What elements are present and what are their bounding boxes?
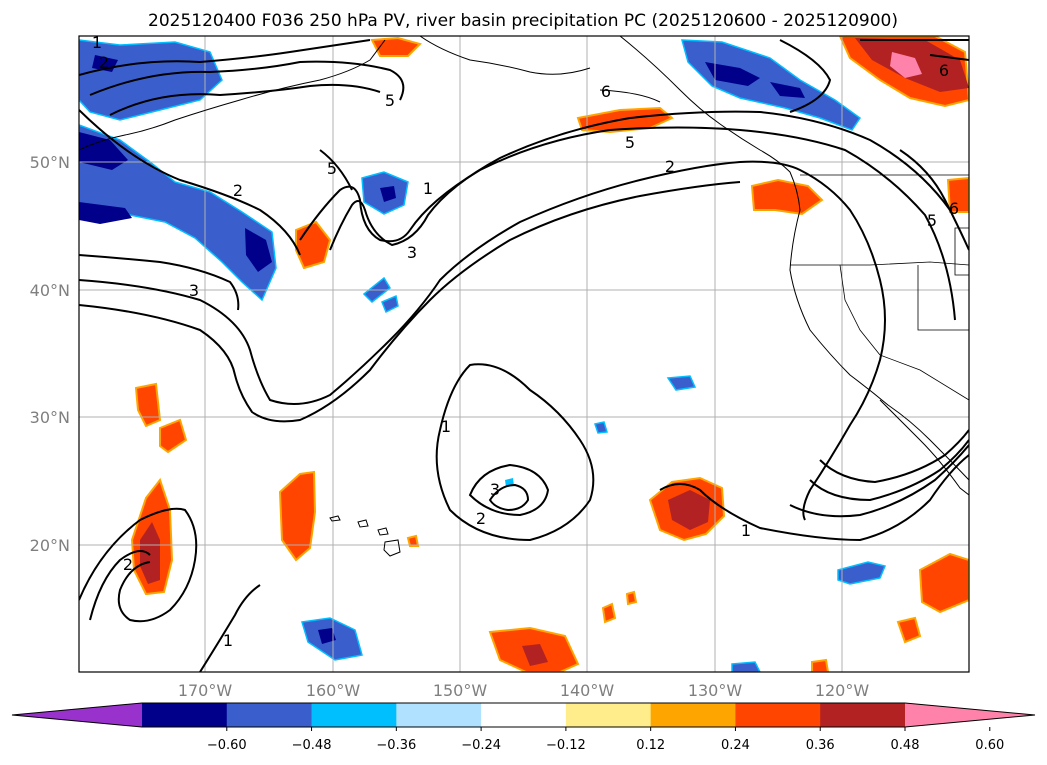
colorbar-segment xyxy=(142,703,228,727)
contour-label: 6 xyxy=(949,199,959,218)
lat-label-30n: 30°N xyxy=(30,408,70,427)
contour-label: 2 xyxy=(99,53,109,72)
contour-label: 6 xyxy=(601,82,611,101)
colorbar: −0.60 −0.48 −0.36 −0.24 −0.12 0.12 0.24 0.36 0.4… xyxy=(11,702,1036,753)
contour-label: 3 xyxy=(490,480,500,499)
contour-label: 3 xyxy=(407,243,417,262)
lon-label-160w: 160°W xyxy=(306,681,361,700)
contour-label: 1 xyxy=(441,417,451,436)
coastlines xyxy=(79,36,969,557)
lon-label-140w: 140°W xyxy=(560,681,615,700)
contour-label: 2 xyxy=(123,555,133,574)
contour-label: 3 xyxy=(189,281,199,300)
colorbar-tick-label: −0.24 xyxy=(461,738,501,753)
map-frame xyxy=(78,35,970,673)
colorbar-extend-low xyxy=(12,703,142,727)
colorbar-segment xyxy=(565,703,652,727)
colorbar-tick-label: −0.36 xyxy=(376,738,416,753)
pv-contour-labels: 1 2 2 3 1 3 5 5 6 5 2 6 5 6 1 3 2 1 2 1 xyxy=(92,33,959,650)
contour-label: 2 xyxy=(233,181,243,200)
negative-precip-areas xyxy=(79,39,887,672)
contour-label: 1 xyxy=(423,179,433,198)
contour-label: 5 xyxy=(927,211,937,230)
contour-label: 2 xyxy=(665,157,675,176)
contour-label: 5 xyxy=(625,133,635,152)
colorbar-segment xyxy=(481,703,567,727)
longitude-labels: 170°W 160°W 150°W 140°W 130°W 120°W xyxy=(178,681,870,700)
colorbar-segment xyxy=(311,703,397,727)
latitude-labels: 50°N 40°N 30°N 20°N xyxy=(30,153,70,555)
colorbar-outline xyxy=(11,702,1036,728)
contour-label: 5 xyxy=(327,159,337,178)
colorbar-segment xyxy=(735,703,821,727)
colorbar-tick-label: 0.48 xyxy=(891,738,920,753)
contour-label: 1 xyxy=(741,521,751,540)
colorbar-tick-label: 0.36 xyxy=(806,738,835,753)
colorbar-tick-label: 0.24 xyxy=(721,738,750,753)
contour-label: 2 xyxy=(476,509,486,528)
lat-label-40n: 40°N xyxy=(30,281,70,300)
contour-label: 1 xyxy=(223,631,233,650)
colorbar-segment xyxy=(396,703,482,727)
lon-label-150w: 150°W xyxy=(433,681,488,700)
contour-label: 1 xyxy=(92,33,102,52)
lon-label-170w: 170°W xyxy=(178,681,233,700)
colorbar-extend-high xyxy=(905,703,1035,727)
colorbar-tick-label: −0.12 xyxy=(546,738,586,753)
positive-precip-areas xyxy=(130,36,969,672)
figure-title: 2025120400 F036 250 hPa PV, river basin … xyxy=(148,11,898,31)
colorbar-tick-label: −0.60 xyxy=(207,738,247,753)
lat-label-20n: 20°N xyxy=(30,536,70,555)
colorbar-segment xyxy=(820,703,906,727)
lon-label-120w: 120°W xyxy=(815,681,870,700)
map-content: 1 2 2 3 1 3 5 5 6 5 2 6 5 6 1 3 2 1 2 1 xyxy=(79,33,969,672)
colorbar-segment xyxy=(226,703,313,727)
contour-label: 6 xyxy=(939,61,949,80)
colorbar-tick-label: 0.60 xyxy=(975,738,1004,753)
lon-label-130w: 130°W xyxy=(688,681,743,700)
pv-contours xyxy=(79,39,969,672)
colorbar-tick-label: −0.48 xyxy=(292,738,332,753)
colorbar-tick-label: 0.12 xyxy=(636,738,665,753)
graticule xyxy=(79,36,969,672)
map-area xyxy=(79,36,969,672)
colorbar-segment xyxy=(650,703,736,727)
lat-label-50n: 50°N xyxy=(30,153,70,172)
contour-label: 5 xyxy=(385,91,395,110)
